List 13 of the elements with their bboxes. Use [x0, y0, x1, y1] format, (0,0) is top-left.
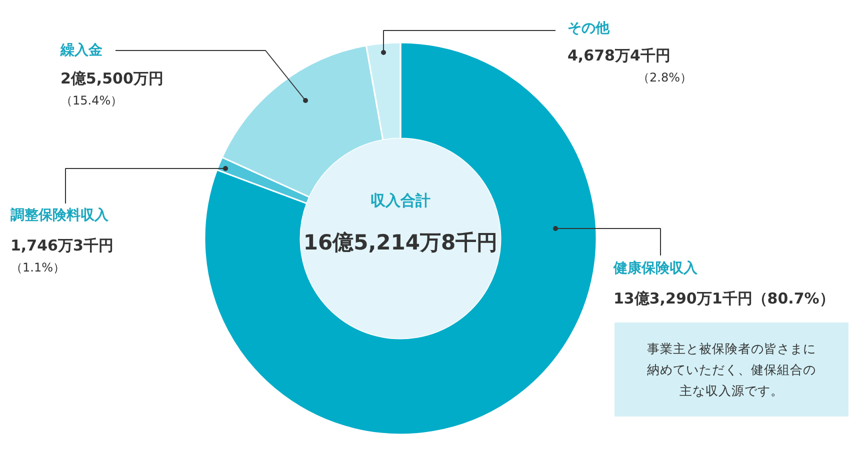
slice-label: 健康保険収入 [612, 260, 698, 276]
slice-label: 調整保険料収入 [10, 206, 110, 224]
text: 納めていただく、健保組合の [647, 362, 816, 377]
slice-label: 繰入金 [60, 42, 104, 58]
data-label: 13億3,290万1千円（80.7%） [614, 290, 834, 308]
data-label: 2億5,500万円（15.4%） [60, 70, 164, 108]
text: 主な収入源です。 [680, 383, 784, 398]
text: 事業主と被保険者の皆さまに [647, 341, 816, 356]
text: 収入合計 [370, 192, 430, 210]
data-label: 1,746万3千円（1.1%） [10, 236, 114, 274]
text: 16億5,214万8千円 [303, 230, 498, 254]
data-label: 4,678万4千円（2.8%） [568, 46, 692, 84]
slice-label: その他 [568, 20, 610, 36]
